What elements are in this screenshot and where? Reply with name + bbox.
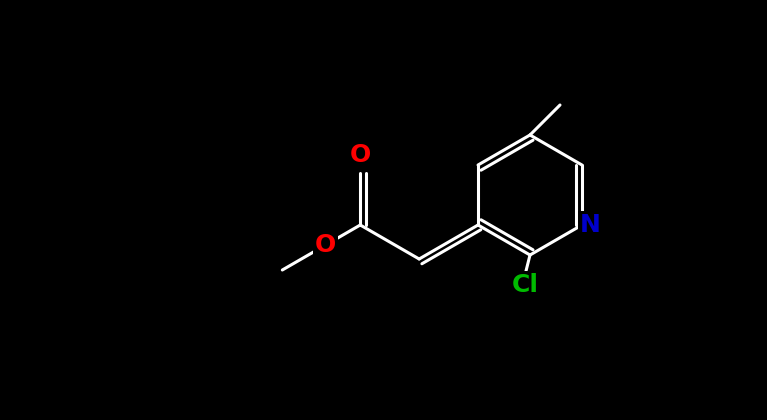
- Text: N: N: [580, 213, 601, 237]
- Text: O: O: [350, 143, 371, 167]
- Text: Cl: Cl: [512, 273, 538, 297]
- Text: O: O: [315, 233, 336, 257]
